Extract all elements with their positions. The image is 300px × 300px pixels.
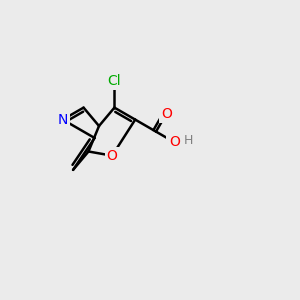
Text: O: O — [168, 135, 179, 149]
Text: H: H — [183, 134, 193, 147]
Text: O: O — [170, 135, 181, 149]
Text: O: O — [107, 149, 118, 163]
Text: N: N — [58, 112, 68, 127]
Text: O: O — [161, 107, 172, 121]
Text: Cl: Cl — [108, 74, 121, 88]
